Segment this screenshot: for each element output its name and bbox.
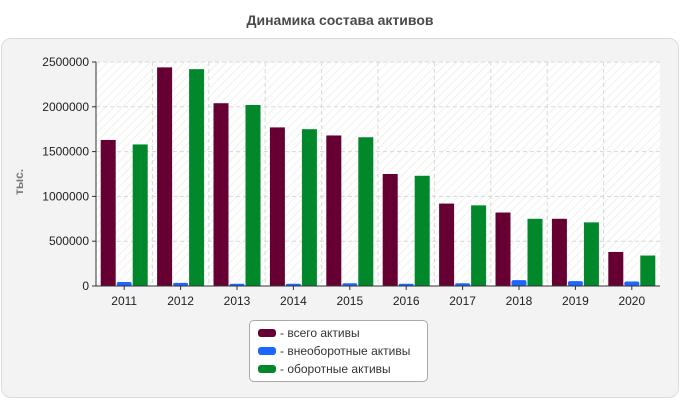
bar-2013-series-0 xyxy=(213,103,229,286)
y-tick-label: 1500000 xyxy=(42,145,89,159)
bar-2015-series-2 xyxy=(358,137,374,286)
bar-2018-series-0 xyxy=(495,212,511,286)
x-tick-label: 2012 xyxy=(167,294,194,308)
bar-2012-series-1 xyxy=(173,282,189,286)
y-axis-title: тыс. xyxy=(12,168,26,195)
legend-swatch-noncurrent xyxy=(258,347,276,355)
bar-2016-series-2 xyxy=(414,175,430,286)
bar-2013-series-2 xyxy=(245,105,261,287)
bar-2013-series-1 xyxy=(229,283,245,286)
legend-swatch-current xyxy=(258,365,276,373)
x-tick-label: 2016 xyxy=(393,294,420,308)
y-tick-label: 500000 xyxy=(49,234,89,248)
bar-2019-series-1 xyxy=(567,281,583,286)
bar-2012-series-0 xyxy=(157,67,173,286)
legend-label-current: - оборотные активы xyxy=(280,362,391,376)
y-tick-label: 1000000 xyxy=(42,189,89,203)
bar-2020-series-2 xyxy=(640,255,656,286)
bar-2016-series-0 xyxy=(382,174,398,286)
x-tick-label: 2017 xyxy=(449,294,476,308)
bar-2015-series-0 xyxy=(326,135,342,286)
bar-2019-series-2 xyxy=(583,222,599,286)
legend-label-total: - всего активы xyxy=(280,326,360,340)
bar-2011-series-1 xyxy=(116,281,132,286)
bar-2018-series-2 xyxy=(527,218,543,286)
bar-2011-series-2 xyxy=(132,144,148,286)
x-tick-label: 2019 xyxy=(562,294,589,308)
bar-2014-series-2 xyxy=(301,129,317,286)
bar-2011-series-0 xyxy=(100,139,116,286)
bar-2017-series-1 xyxy=(455,283,471,286)
bar-2017-series-2 xyxy=(471,205,487,286)
legend-item-total[interactable]: - всего активы xyxy=(258,324,427,342)
legend-swatch-total xyxy=(258,329,276,337)
y-tick-label: 2000000 xyxy=(42,100,89,114)
bar-2020-series-1 xyxy=(624,281,640,286)
x-tick-label: 2014 xyxy=(280,294,307,308)
bar-2015-series-1 xyxy=(342,283,358,286)
x-tick-label: 2018 xyxy=(506,294,533,308)
bar-2017-series-0 xyxy=(439,203,455,286)
bar-2016-series-1 xyxy=(398,283,414,286)
bar-2019-series-0 xyxy=(551,218,567,286)
bar-2018-series-1 xyxy=(511,280,527,286)
x-tick-label: 2020 xyxy=(618,294,645,308)
bar-2012-series-2 xyxy=(189,69,205,286)
y-tick-label: 2500000 xyxy=(42,55,89,69)
x-tick-label: 2011 xyxy=(111,294,137,308)
bar-2020-series-0 xyxy=(608,251,624,286)
legend-item-noncurrent[interactable]: - внеоборотные активы xyxy=(258,342,427,360)
bar-2014-series-0 xyxy=(269,127,285,287)
bar-2014-series-1 xyxy=(285,283,301,286)
x-tick-label: 2013 xyxy=(224,294,251,308)
legend-label-noncurrent: - внеоборотные активы xyxy=(280,344,411,358)
x-tick-label: 2015 xyxy=(336,294,363,308)
legend: - всего активы - внеоборотные активы - о… xyxy=(249,320,428,382)
legend-item-current[interactable]: - оборотные активы xyxy=(258,360,427,378)
y-tick-label: 0 xyxy=(82,279,89,293)
chart-title: Динамика состава активов xyxy=(246,12,434,28)
